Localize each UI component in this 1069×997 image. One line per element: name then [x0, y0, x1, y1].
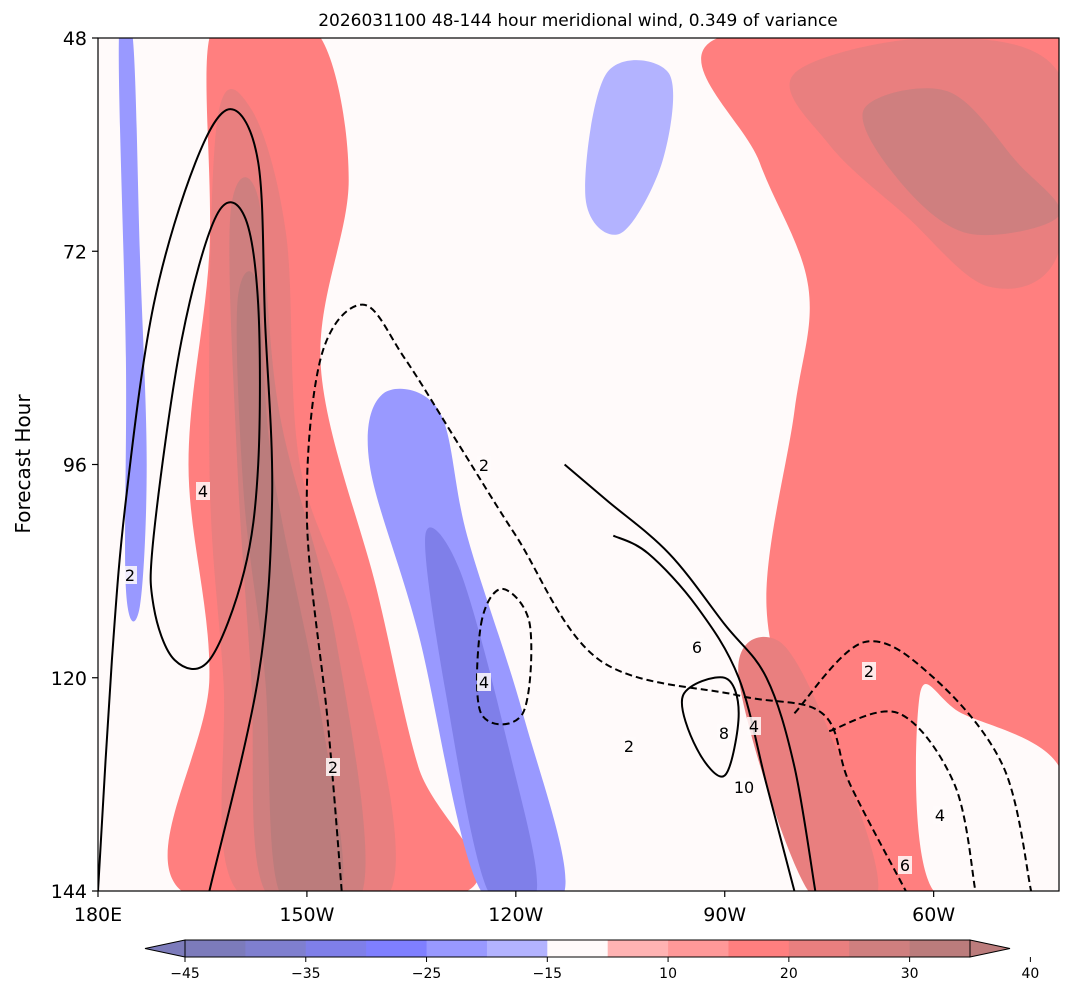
contour-10-east [680, 676, 740, 778]
colorbar-swatch [426, 940, 488, 957]
colorbar-tick-label: 20 [780, 966, 798, 982]
x-tick-label: 120W [488, 904, 543, 926]
contour-neg4-mid [475, 587, 533, 726]
contour-label-bg [737, 778, 751, 796]
band-pos-25-east-b [862, 88, 1059, 236]
band-pos-20-south [738, 636, 879, 891]
colorbar-swatch [185, 940, 246, 957]
contour-6-east [612, 534, 796, 891]
contour-label-bg [717, 724, 731, 742]
band-neg-25-far-west [118, 38, 147, 622]
band-neg-15-se [915, 684, 1059, 891]
colorbar-frame [184, 939, 971, 958]
y-tick-label: 96 [63, 455, 87, 477]
filled-bands [98, 38, 1059, 891]
contour-neg4-east [828, 710, 977, 891]
colorbar-tick-label: −35 [291, 966, 321, 982]
contour-label-bg [477, 456, 491, 474]
contour-label: 4 [479, 673, 489, 692]
colorbar-tick-label: 10 [659, 966, 677, 982]
contour-label: 4 [198, 482, 208, 501]
colorbar-swatch [245, 940, 307, 957]
contour-label: 10 [734, 778, 754, 797]
y-axis-label: Forecast Hour [11, 394, 35, 534]
contour-label-bg [690, 638, 704, 656]
colorbar-swatch [547, 940, 609, 957]
colorbar-tick-label: −45 [170, 966, 200, 982]
colorbar-tick-label: −25 [412, 966, 442, 982]
contour-label-bg [477, 673, 491, 691]
contour-label: 2 [328, 758, 338, 777]
colorbar-tick-label: 30 [901, 966, 919, 982]
contour-label-bg [622, 737, 636, 755]
colorbar: −45 −35 −25 −15 10 20 30 40 [144, 939, 1039, 982]
colorbar-swatch [305, 940, 367, 957]
contour-label: 4 [935, 806, 945, 825]
x-tick-label: 90W [703, 904, 746, 926]
band-pos-25-band-a [229, 177, 366, 891]
x-tick-label: 150W [279, 904, 334, 926]
colorbar-extend-min [144, 939, 186, 958]
contour-neg2-east [793, 640, 1033, 891]
x-tick-label: 60W [912, 904, 955, 926]
colorbar-swatch [788, 940, 850, 957]
colorbar-swatch [849, 940, 911, 957]
contour-label: 8 [719, 724, 729, 743]
contour-label-bg [747, 717, 761, 735]
contour-neg2-mid [305, 303, 907, 891]
x-tick-label: 180E [74, 904, 122, 926]
plot-area: 2 4 2 4 2 2 6 8 4 10 2 4 6 [97, 37, 1060, 892]
y-tick-label: 144 [51, 881, 87, 903]
band-neg-35-mid [425, 527, 538, 891]
contour-2-west [98, 108, 274, 891]
x-axis: 180E 150W 120W 90W 60W [74, 891, 955, 926]
y-axis: 48 72 96 120 144 [51, 28, 98, 903]
colorbar-swatch [607, 940, 669, 957]
contour-label: 2 [479, 456, 489, 475]
contour-label-bg [862, 662, 876, 680]
contour-lines [98, 108, 1033, 891]
band-neg-15-mid [348, 38, 725, 891]
y-tick-label: 72 [63, 241, 87, 263]
colorbar-swatch [909, 940, 971, 957]
contour-label: 2 [864, 662, 874, 681]
contour-label-bg [898, 856, 912, 874]
contour-label-bg [933, 806, 947, 824]
contour-label: 6 [692, 638, 702, 657]
contour-label: 6 [900, 856, 910, 875]
colorbar-swatch [728, 940, 790, 957]
chart-title: 2026031100 48-144 hour meridional wind, … [318, 11, 838, 31]
contour-label: 2 [125, 566, 135, 585]
band-neg-20-mid [585, 60, 674, 235]
colorbar-swatch [486, 940, 548, 957]
band-pos-30-band-a [236, 271, 344, 891]
contour-label-bg [196, 482, 210, 500]
colorbar-extend-max [969, 939, 1011, 958]
y-tick-label: 48 [63, 28, 87, 50]
contour-labels: 2 4 2 4 2 2 6 8 4 10 2 4 6 [123, 456, 947, 875]
contour-label: 4 [749, 717, 759, 736]
contour-label-bg [326, 758, 340, 776]
colorbar-swatch [366, 940, 428, 957]
colorbar-tick-label: 40 [1021, 966, 1039, 982]
contour-label-bg [123, 566, 137, 584]
colorbar-swatch [668, 940, 729, 957]
colorbar-tick-label: −15 [533, 966, 563, 982]
contour-2-east [563, 463, 817, 891]
y-tick-label: 120 [51, 668, 87, 690]
contour-label: 2 [624, 737, 634, 756]
contour-4-west [149, 201, 261, 670]
